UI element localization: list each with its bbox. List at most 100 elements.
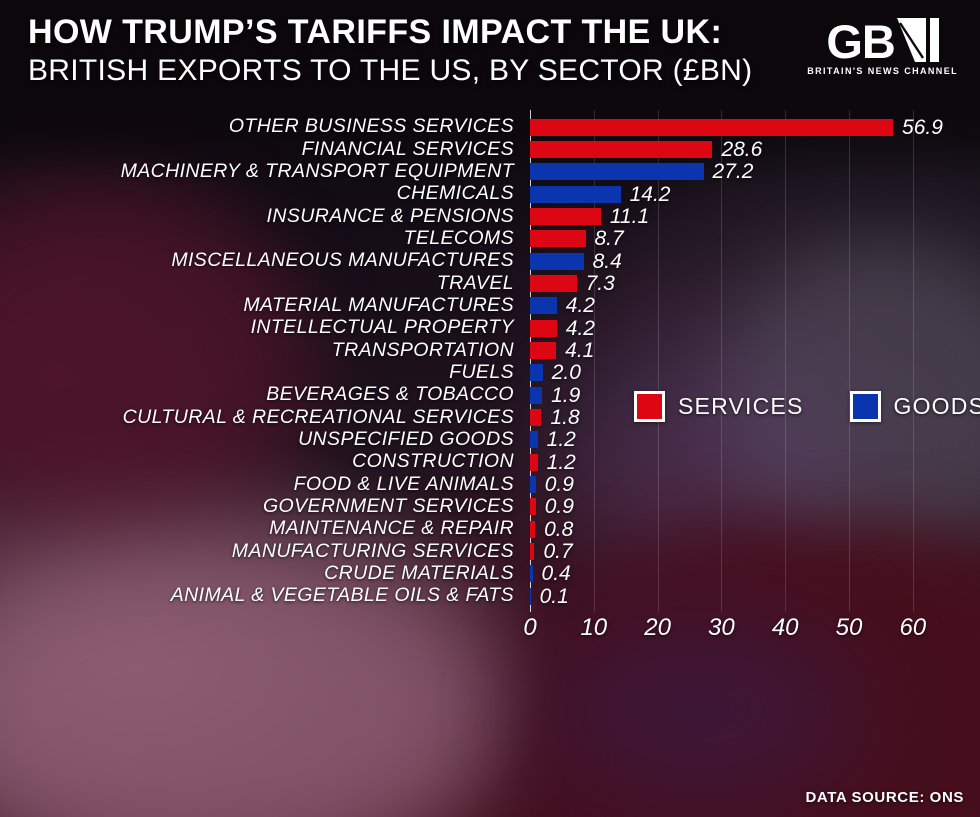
- legend-item-goods: GOODS: [849, 391, 980, 422]
- value-label: 1.8: [550, 405, 580, 429]
- value-label: 0.4: [541, 562, 571, 586]
- value-label: 27.2: [712, 160, 754, 184]
- chart-row: GOVERNMENT SERVICES 0.9: [0, 496, 980, 518]
- bar-goods: [530, 587, 531, 605]
- chart-row: FOOD & LIVE ANIMALS 0.9: [0, 473, 980, 495]
- gbn-tagline: BRITAIN'S NEWS CHANNEL: [807, 66, 958, 76]
- legend: SERVICES GOODS: [634, 391, 980, 422]
- chart-row: CHEMICALS 14.2: [0, 183, 980, 205]
- category-label: MANUFACTURING SERVICES: [231, 539, 514, 562]
- bar-services: [530, 498, 536, 516]
- x-tick-label: 30: [708, 614, 735, 641]
- chart-row: MISCELLANEOUS MANUFACTURES 8.4: [0, 250, 980, 272]
- category-label: UNSPECIFIED GOODS: [298, 428, 514, 450]
- category-label: ANIMAL & VEGETABLE OILS & FATS: [170, 584, 514, 607]
- value-label: 1.2: [546, 428, 576, 452]
- chart-row: UNSPECIFIED GOODS 1.2: [0, 429, 980, 451]
- category-label: MACHINERY & TRANSPORT EQUIPMENT: [120, 160, 514, 183]
- bar-goods: [530, 386, 543, 404]
- value-label: 8.4: [592, 249, 622, 273]
- legend-item-services: SERVICES: [634, 391, 804, 422]
- category-label: FUELS: [449, 361, 514, 384]
- value-label: 0.8: [544, 517, 574, 541]
- category-label: CONSTRUCTION: [352, 450, 514, 473]
- x-tick-label: 20: [644, 614, 671, 641]
- chart-row: CRUDE MATERIALS 0.4: [0, 563, 980, 585]
- page-title: HOW TRUMP’S TARIFFS IMPACT THE UK:: [28, 13, 723, 51]
- legend-goods-swatch: [849, 391, 881, 422]
- bar-services: [530, 408, 542, 426]
- bar-goods: [530, 252, 584, 270]
- category-label: CRUDE MATERIALS: [324, 561, 514, 584]
- bar-services: [530, 207, 601, 225]
- bar-services: [530, 274, 577, 292]
- gridline: [657, 110, 659, 612]
- value-label: 1.9: [551, 383, 581, 407]
- bar-services: [530, 140, 713, 158]
- bar-goods: [530, 185, 621, 203]
- chart-row: INSURANCE & PENSIONS 11.1: [0, 205, 980, 227]
- category-label: INTELLECTUAL PROPERTY: [250, 316, 514, 339]
- bar-services: [530, 319, 557, 337]
- bar-services: [530, 520, 536, 538]
- bar-services: [530, 230, 586, 248]
- category-label: TRAVEL: [436, 271, 514, 294]
- page-subtitle: BRITISH EXPORTS TO THE US, BY SECTOR (£B…: [28, 54, 753, 88]
- bar-goods: [530, 475, 536, 493]
- value-label: 1.2: [546, 450, 576, 474]
- gridline: [721, 110, 723, 612]
- gbn-logo-text: GB: [826, 15, 895, 69]
- category-label: MAINTENANCE & REPAIR: [269, 517, 514, 540]
- chart-row: OTHER BUSINESS SERVICES 56.9: [0, 116, 980, 138]
- chart-row: MACHINERY & TRANSPORT EQUIPMENT 27.2: [0, 161, 980, 183]
- gbn-logo-mark: GB: [826, 15, 939, 69]
- bar-goods: [530, 565, 533, 583]
- x-tick-label: 40: [771, 614, 799, 641]
- bar-goods: [530, 431, 538, 449]
- bar-goods: [530, 364, 543, 382]
- bar-services: [530, 118, 894, 136]
- x-tick-label: 60: [899, 614, 927, 641]
- chart-row: FINANCIAL SERVICES 28.6: [0, 138, 980, 160]
- category-label: OTHER BUSINESS SERVICES: [228, 115, 514, 138]
- header: HOW TRUMP’S TARIFFS IMPACT THE UK: BRITI…: [28, 13, 964, 88]
- chart-rows: OTHER BUSINESS SERVICES 56.9 FINANCIAL SER…: [0, 116, 980, 607]
- value-label: 0.9: [544, 495, 574, 519]
- bar-goods: [530, 297, 557, 315]
- value-label: 11.1: [609, 204, 650, 228]
- value-label: 56.9: [902, 115, 943, 139]
- value-label: 28.6: [721, 137, 763, 161]
- value-label: 0.7: [543, 539, 573, 563]
- value-label: 4.2: [565, 294, 595, 318]
- value-label: 0.9: [544, 472, 574, 496]
- gbn-logo-n-icon: [896, 18, 939, 62]
- value-label: 8.7: [594, 227, 624, 251]
- bar-services: [530, 453, 538, 471]
- x-tick-label: 10: [580, 614, 608, 641]
- y-axis-line: [530, 110, 531, 612]
- value-label: 14.2: [629, 182, 671, 206]
- chart-row: FUELS 2.0: [0, 362, 980, 384]
- bar-services: [530, 542, 535, 560]
- gbn-logo: GB BRITAIN'S NEWS CHANNEL: [807, 18, 958, 76]
- category-label: FOOD & LIVE ANIMALS: [293, 472, 514, 495]
- category-label: TRANSPORTATION: [331, 338, 514, 361]
- chart-row: TELECOMS 8.7: [0, 228, 980, 250]
- category-label: MATERIAL MANUFACTURES: [243, 294, 514, 317]
- category-label: BEVERAGES & TOBACCO: [266, 383, 514, 406]
- bar-services: [530, 341, 557, 359]
- x-tick-label: 0: [523, 614, 537, 641]
- value-label: 7.3: [585, 271, 615, 295]
- chart-row: CONSTRUCTION 1.2: [0, 451, 980, 473]
- data-source: DATA SOURCE: ONS: [805, 789, 964, 806]
- category-label: INSURANCE & PENSIONS: [266, 204, 514, 227]
- value-label: 4.2: [565, 316, 595, 340]
- x-axis: 0 10 20 30 40 50 60: [0, 614, 980, 644]
- category-label: GOVERNMENT SERVICES: [262, 494, 514, 517]
- category-label: FINANCIAL SERVICES: [301, 137, 514, 160]
- x-tick-label: 50: [835, 614, 863, 641]
- category-label: TELECOMS: [403, 227, 514, 250]
- title-block: HOW TRUMP’S TARIFFS IMPACT THE UK: BRITI…: [28, 13, 753, 88]
- chart-row: ANIMAL & VEGETABLE OILS & FATS 0.1: [0, 585, 980, 607]
